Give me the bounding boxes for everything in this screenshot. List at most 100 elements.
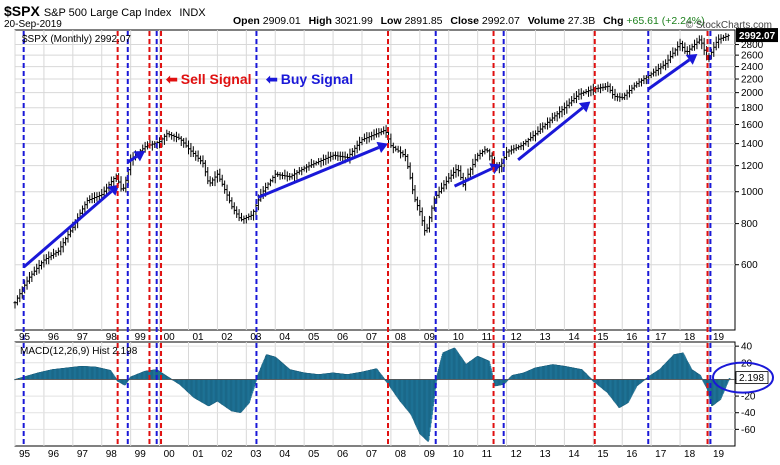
- price-x-tick-label: 18: [684, 332, 696, 343]
- x-axis-ticks: 95 95 96 96 97 97 98 98 99 99 00 00 01 01 02 02 03 03 04 04…: [19, 332, 725, 460]
- trend-arrow-head: [376, 141, 389, 153]
- trend-arrow: [517, 106, 584, 161]
- price-x-tick-label: 14: [568, 332, 580, 343]
- macd-x-tick-label: 04: [279, 449, 291, 460]
- macd-x-tick-label: 03: [250, 449, 262, 460]
- macd-x-tick-label: 06: [337, 449, 349, 460]
- macd-x-tick-label: 19: [713, 449, 725, 460]
- price-x-tick-label: 99: [135, 332, 147, 343]
- price-x-tick-label: 97: [77, 332, 89, 343]
- macd-x-tick-label: 08: [395, 449, 407, 460]
- macd-x-tick-label: 00: [164, 449, 176, 460]
- macd-x-tick-label: 13: [539, 449, 551, 460]
- macd-x-tick-label: 15: [597, 449, 609, 460]
- last-macd-box: [735, 371, 769, 385]
- price-y-tick-label: 1200: [741, 161, 764, 172]
- macd-x-tick-label: 17: [655, 449, 667, 460]
- price-y-tick-label: 1800: [741, 103, 764, 114]
- price-y-tick-label: 2000: [741, 88, 764, 99]
- macd-x-tick-label: 09: [424, 449, 436, 460]
- macd-x-tick-label: 01: [192, 449, 204, 460]
- trend-arrow: [453, 167, 493, 188]
- price-y-tick-label: 2200: [741, 75, 764, 86]
- price-x-tick-label: 00: [164, 332, 176, 343]
- price-bars: [13, 32, 730, 309]
- price-x-tick-label: 01: [192, 332, 204, 343]
- macd-y-tick-label: 40: [741, 342, 753, 353]
- buy-signal-legend: ⬅ Buy Signal: [266, 71, 353, 88]
- trend-arrow: [647, 58, 691, 91]
- price-x-tick-label: 98: [106, 332, 118, 343]
- trend-arrow: [22, 190, 113, 269]
- open-value: 2909.01: [262, 15, 301, 27]
- price-y-tick-label: 600: [741, 260, 758, 271]
- low-label: Low: [380, 15, 402, 27]
- highlight-ellipse: [712, 361, 774, 394]
- volume-value: 27.3B: [567, 15, 596, 27]
- macd-x-tick-label: 14: [568, 449, 580, 460]
- chg-value: +65.61 (+2.24%): [626, 15, 705, 27]
- close-label: Close: [450, 15, 479, 27]
- macd-x-tick-label: 96: [48, 449, 60, 460]
- quote-bar: Open 2909.01 High 3021.99 Low 2891.85 Cl…: [231, 15, 705, 27]
- macd-x-tick-label: 16: [626, 449, 638, 460]
- price-x-tick-label: 17: [655, 332, 667, 343]
- price-x-tick-label: 02: [221, 332, 233, 343]
- macd-x-tick-label: 11: [482, 449, 493, 460]
- arrow-left-icon: ⬅: [266, 71, 278, 87]
- price-x-tick-label: 95: [19, 332, 31, 343]
- price-legend: $SPX (Monthly) 2992.07: [22, 34, 131, 45]
- macd-y-tick-label: -60: [741, 425, 756, 436]
- macd-x-tick-label: 12: [511, 449, 523, 460]
- price-y-tick-label: 2800: [741, 40, 764, 51]
- volume-label: Volume: [527, 15, 565, 27]
- arrow-left-icon: ⬅: [166, 71, 178, 87]
- macd-y-tick-label: -20: [741, 392, 756, 403]
- trend-arrow-head: [685, 54, 698, 65]
- sell-signal-label: Sell Signal: [180, 71, 252, 87]
- price-y-axis: 600 800 1000 1200 1400 1600 1800 2000 2200 240026…: [735, 40, 764, 271]
- index-name: S&P 500 Large Cap Index: [43, 7, 172, 19]
- macd-x-tick-label: 10: [453, 449, 465, 460]
- macd-y-tick-label: -40: [741, 408, 756, 419]
- price-x-tick-label: 13: [539, 332, 551, 343]
- close-value: 2992.07: [481, 15, 520, 27]
- macd-panel: [14, 341, 736, 447]
- trend-arrow: [257, 146, 380, 199]
- last-macd-marker: 2.198: [712, 361, 774, 394]
- price-y-tick-label: 800: [741, 219, 758, 230]
- trend-arrow-head: [133, 150, 146, 162]
- open-label: Open: [233, 15, 260, 27]
- price-x-tick-label: 15: [597, 332, 609, 343]
- trend-arrow-head: [578, 101, 591, 113]
- macd-x-tick-label: 95: [19, 449, 31, 460]
- price-x-tick-label: 09: [424, 332, 436, 343]
- macd-legend: MACD(12,26,9) Hist 2.198: [20, 346, 138, 357]
- price-y-tick-label: 1600: [741, 120, 764, 131]
- price-y-tick-label: 1000: [741, 187, 764, 198]
- trend-arrow-head: [107, 184, 120, 196]
- price-panel-frame: [14, 29, 736, 331]
- last-macd-label: 2.198: [739, 373, 764, 384]
- macd-y-tick-label: 20: [741, 358, 753, 369]
- price-x-tick-label: 05: [308, 332, 320, 343]
- credit: © StockCharts.com: [685, 20, 772, 31]
- exchange: INDX: [179, 7, 206, 19]
- price-x-tick-label: 08: [395, 332, 407, 343]
- macd-x-tick-label: 98: [106, 449, 118, 460]
- high-value: 3021.99: [334, 15, 373, 27]
- price-gridlines: [14, 30, 735, 330]
- macd-x-tick-label: 99: [135, 449, 147, 460]
- symbol: $SPX: [4, 3, 40, 19]
- macd-x-tick-label: 02: [221, 449, 233, 460]
- last-price-box: [736, 28, 778, 43]
- price-x-tick-label: 96: [48, 332, 60, 343]
- price-x-tick-label: 06: [337, 332, 349, 343]
- macd-y-axis: 40200-20-40-60: [735, 342, 756, 436]
- trend-arrow: [126, 155, 138, 164]
- last-price-label: 2992.07: [739, 31, 776, 42]
- price-y-tick-label: 1400: [741, 139, 764, 150]
- buy-signal-label: Buy Signal: [280, 71, 354, 87]
- macd-x-tick-label: 05: [308, 449, 320, 460]
